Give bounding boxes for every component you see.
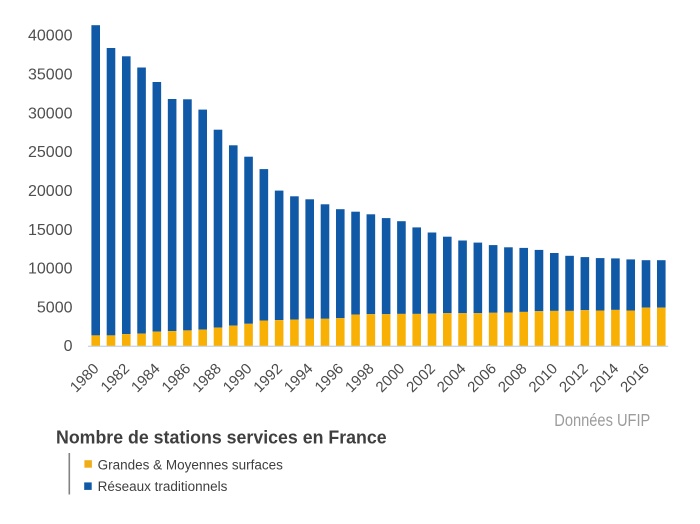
- svg-text:Nombre de stations services en: Nombre de stations services en France: [56, 428, 387, 448]
- svg-text:25000: 25000: [28, 144, 73, 161]
- svg-text:15000: 15000: [28, 222, 73, 239]
- svg-text:Réseaux traditionnels: Réseaux traditionnels: [98, 479, 228, 494]
- svg-text:35000: 35000: [28, 67, 73, 84]
- svg-text:40000: 40000: [28, 28, 73, 45]
- svg-text:0: 0: [64, 338, 73, 355]
- svg-text:20000: 20000: [28, 183, 73, 200]
- svg-text:5000: 5000: [37, 299, 73, 316]
- svg-text:Données UFIP: Données UFIP: [554, 410, 650, 430]
- svg-text:Grandes & Moyennes surfaces: Grandes & Moyennes surfaces: [98, 457, 284, 472]
- svg-text:10000: 10000: [28, 261, 73, 278]
- svg-text:30000: 30000: [28, 105, 73, 122]
